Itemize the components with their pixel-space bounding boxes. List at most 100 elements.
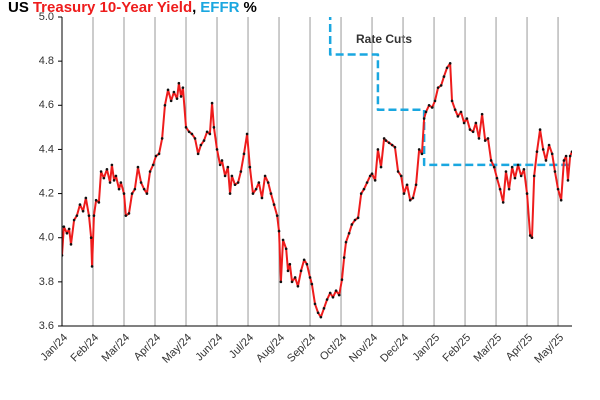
data-point <box>288 262 292 266</box>
data-point <box>501 201 505 204</box>
data-point <box>495 176 499 180</box>
data-point <box>442 75 446 78</box>
data-point <box>393 145 397 149</box>
data-point <box>384 139 388 142</box>
data-point <box>532 174 536 178</box>
x-tick-label: Jun/24 <box>193 332 225 364</box>
y-tick-label: 5.0 <box>39 11 54 23</box>
data-point <box>208 132 212 136</box>
data-point <box>305 262 309 266</box>
data-point <box>290 280 294 284</box>
data-point <box>199 143 203 147</box>
data-point <box>510 165 514 169</box>
data-point <box>513 176 517 180</box>
data-point <box>92 214 96 217</box>
data-point <box>78 203 82 206</box>
data-point <box>177 81 181 85</box>
data-point <box>210 101 214 105</box>
data-point <box>328 291 332 295</box>
x-tick-label: Apr/25 <box>504 332 535 363</box>
data-point <box>160 137 164 140</box>
data-point <box>184 126 188 129</box>
data-point <box>220 159 224 162</box>
data-point <box>405 183 409 187</box>
data-point <box>175 97 179 100</box>
data-point <box>439 84 443 87</box>
data-point <box>296 284 300 288</box>
data-point <box>566 179 570 182</box>
data-point <box>117 187 121 191</box>
data-point <box>347 232 351 235</box>
title-series: Treasury 10-Year Yield <box>33 0 192 16</box>
data-point <box>547 143 551 147</box>
data-point <box>433 99 437 103</box>
data-point <box>550 152 554 156</box>
data-point <box>325 298 329 301</box>
y-tick-label: 4.8 <box>39 55 54 67</box>
chart-title: US Treasury 10-Year Yield, EFFR% <box>8 0 257 16</box>
data-point <box>535 150 539 153</box>
data-point <box>553 170 557 173</box>
data-point <box>72 218 76 222</box>
data-point <box>408 198 412 202</box>
data-point <box>286 269 290 273</box>
title-separator: , <box>192 0 196 16</box>
data-point <box>459 110 463 114</box>
data-point <box>166 88 170 92</box>
data-point <box>105 167 109 171</box>
data-point <box>65 232 69 235</box>
data-point <box>212 126 216 129</box>
data-point <box>142 187 146 191</box>
data-point <box>350 223 354 226</box>
data-point <box>277 229 281 233</box>
data-point <box>193 137 197 140</box>
data-point <box>108 181 112 184</box>
data-point <box>359 192 363 195</box>
data-point <box>465 117 469 120</box>
data-point <box>450 99 454 103</box>
data-point <box>226 165 230 169</box>
data-point <box>154 154 158 158</box>
data-point <box>370 172 374 176</box>
x-tick-label: Aug/24 <box>254 332 287 365</box>
data-point <box>260 196 264 200</box>
data-point <box>474 121 478 125</box>
data-point <box>228 192 232 195</box>
data-point <box>84 196 88 200</box>
data-point <box>483 139 487 142</box>
y-tick-label: 4.2 <box>39 187 54 199</box>
data-point <box>492 165 496 169</box>
data-point <box>424 110 428 114</box>
data-point <box>427 103 431 107</box>
data-point <box>257 181 261 184</box>
data-point <box>468 128 472 131</box>
data-point <box>322 307 326 310</box>
data-point <box>122 192 126 195</box>
data-point <box>522 167 526 171</box>
data-point <box>356 216 360 220</box>
data-point <box>316 311 320 315</box>
y-tick-label: 4.0 <box>39 232 54 244</box>
data-point <box>319 315 323 319</box>
data-point <box>453 108 457 111</box>
data-point <box>340 278 344 281</box>
data-point <box>310 282 314 286</box>
data-point <box>430 106 434 109</box>
data-point <box>337 293 341 297</box>
data-point <box>223 174 227 178</box>
data-point <box>112 179 116 182</box>
data-point <box>75 214 79 217</box>
data-point <box>559 198 563 202</box>
data-point <box>119 181 123 184</box>
data-point <box>136 165 140 169</box>
data-point <box>215 148 219 151</box>
data-point <box>564 154 568 158</box>
data-point <box>477 137 481 140</box>
title-prefix: US <box>8 0 29 16</box>
data-point <box>396 170 400 173</box>
data-point <box>272 203 276 206</box>
data-point <box>81 209 85 213</box>
data-point <box>218 163 222 167</box>
data-point <box>462 121 466 125</box>
